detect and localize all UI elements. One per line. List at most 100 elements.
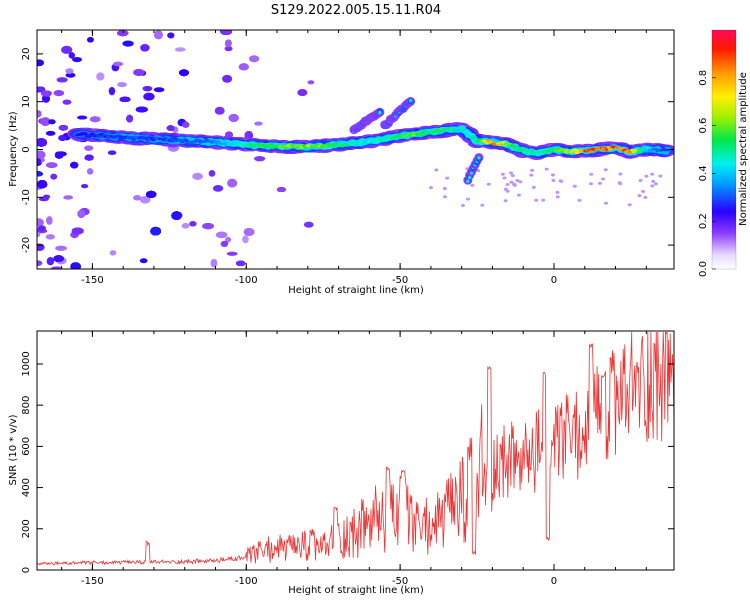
noise-blob (303, 221, 314, 228)
ridge-blob (649, 150, 655, 153)
noise-blob (220, 240, 229, 248)
noise-blob (50, 266, 63, 269)
y-tick-label: 800 (21, 396, 32, 415)
noise-blob (122, 40, 134, 47)
noise-blob (577, 198, 582, 202)
noise-blob (228, 114, 239, 122)
snr-line (37, 331, 674, 566)
y-tick-label: 600 (21, 437, 32, 456)
noise-blob (428, 186, 433, 190)
noise-blob (242, 235, 249, 244)
ridge-blob (501, 141, 506, 144)
noise-blob (53, 90, 65, 97)
noise-blob (37, 171, 43, 177)
noise-blob (516, 193, 521, 197)
colorbar: 0.0 0.2 0.4 0.6 0.8 Normalized spectral ampl… (698, 29, 749, 277)
noise-blob (638, 178, 643, 182)
page-title: S129.2022.005.15.11.R04 (271, 3, 441, 18)
noise-blob (518, 180, 523, 184)
noise-blob (76, 115, 88, 120)
noise-blob (37, 138, 47, 147)
branch-blob (408, 98, 413, 103)
noise-blob (80, 184, 89, 189)
ridge-blob (401, 135, 407, 138)
noise-blob (442, 187, 447, 191)
x-tick-label: 0 (551, 275, 557, 286)
noise-blob (37, 158, 42, 164)
noise-blob (643, 196, 648, 200)
x-tick-label: -150 (81, 275, 104, 286)
noise-blob (55, 245, 67, 251)
noise-blob (70, 161, 79, 169)
noise-blob (572, 184, 577, 188)
snr-frame (36, 330, 675, 571)
noise-blob (244, 131, 253, 140)
x-tick-label: -50 (392, 275, 408, 286)
noise-blob (45, 162, 58, 169)
ridge-blob (131, 138, 137, 141)
noise-blob (212, 185, 224, 192)
noise-blob (618, 172, 623, 176)
noise-blob (297, 89, 308, 97)
noise-blob (112, 61, 124, 67)
noise-blob (558, 179, 563, 183)
noise-blob (179, 69, 189, 77)
noise-blob (588, 182, 593, 186)
noise-blob (126, 114, 133, 123)
noise-blob (534, 198, 539, 202)
noise-blob (505, 189, 510, 193)
noise-blob (555, 195, 560, 199)
ridge-blob (377, 136, 383, 140)
spectrogram-ylabel: Frequency (Hz) (8, 111, 19, 187)
noise-blob (167, 32, 175, 39)
noise-blob (54, 151, 64, 159)
noise-blob (37, 243, 45, 251)
noise-blob (650, 184, 655, 188)
noise-blob (174, 47, 186, 52)
noise-blob (502, 176, 507, 180)
ridge-blob (497, 143, 502, 147)
ridge-blob (192, 141, 198, 145)
noise-blob (109, 250, 117, 256)
noise-blob (58, 124, 68, 131)
noise-blob (117, 81, 127, 88)
colorbar-tick-label: 0.0 (698, 261, 709, 277)
noise-blob (603, 168, 608, 172)
noise-blob (65, 68, 74, 74)
noise-blob (86, 168, 94, 175)
noise-blob (37, 109, 42, 118)
branch-blob (378, 110, 382, 115)
colorbar-tick-label: 0.6 (698, 118, 709, 134)
ridge-blob (283, 146, 289, 150)
noise-blob (135, 106, 148, 113)
branch-blob (466, 179, 470, 183)
noise-blob (515, 179, 520, 183)
y-tick-label: -20 (21, 237, 32, 253)
noise-blob (243, 227, 255, 237)
noise-blob (651, 179, 656, 183)
noise-blob (65, 72, 76, 78)
noise-blob (140, 43, 150, 52)
noise-blob (224, 46, 233, 52)
noise-blob (146, 190, 157, 198)
x-tick-label: -50 (392, 576, 408, 587)
snr-ylabel: SNR (10 * v/v) (8, 414, 19, 485)
noise-blob (637, 194, 642, 198)
noise-blob (37, 260, 43, 267)
noise-blob (181, 222, 190, 229)
noise-blob (40, 117, 51, 127)
noise-blob (84, 145, 94, 151)
y-tick-label: 10 (21, 95, 32, 108)
noise-blob (46, 216, 53, 225)
noise-blob (254, 155, 266, 162)
noise-blob (37, 231, 41, 238)
noise-blob (224, 131, 234, 139)
noise-blob (442, 195, 447, 199)
noise-blob (544, 167, 549, 171)
branch-blob (477, 156, 481, 160)
snr-axes: -150 -100 -50 0 0 200 400 600 800 1000 (21, 331, 674, 587)
noise-blob (500, 172, 505, 176)
noise-blob (227, 178, 238, 188)
noise-blob (601, 177, 606, 181)
